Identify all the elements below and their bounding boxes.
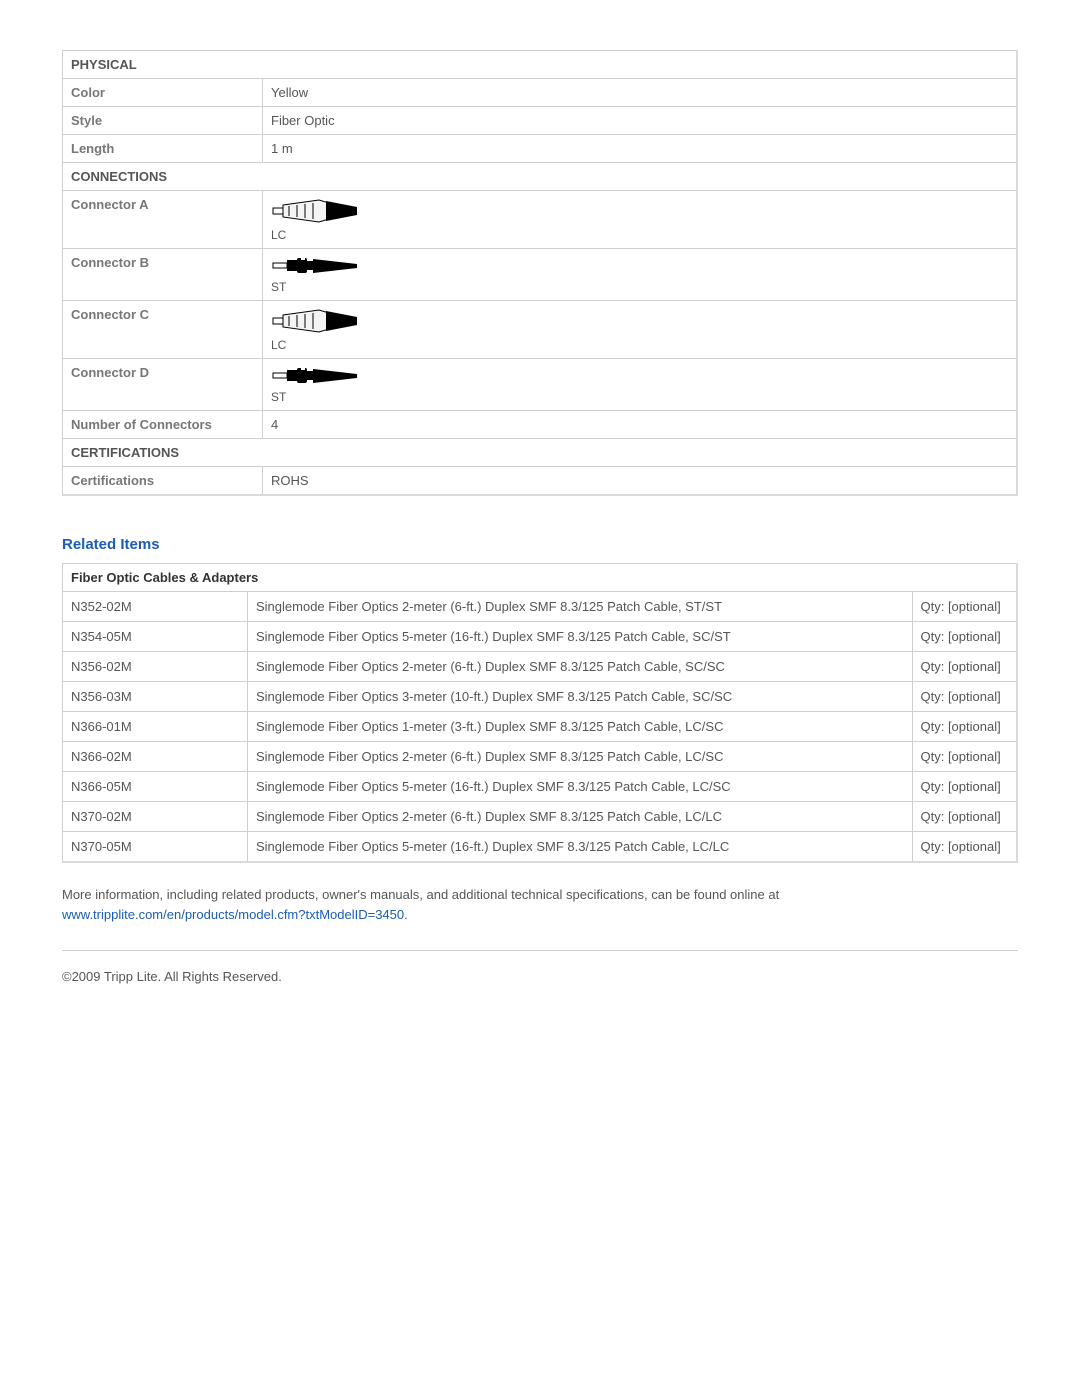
related-items-heading: Related Items	[62, 536, 1018, 553]
related-item-row: N354-05MSinglemode Fiber Optics 5-meter …	[63, 622, 1018, 652]
related-item-desc: Singlemode Fiber Optics 5-meter (16-ft.)…	[248, 622, 913, 652]
lc-connector-icon	[271, 307, 361, 335]
related-item-qty: Qty: [optional]	[912, 832, 1017, 863]
related-section-header: Fiber Optic Cables & Adapters	[63, 564, 1018, 592]
more-info-link[interactable]: www.tripplite.com/en/products/model.cfm?…	[62, 907, 404, 922]
lc-connector-icon	[271, 197, 361, 225]
related-item-qty: Qty: [optional]	[912, 682, 1017, 712]
spec-row: Number of Connectors 4	[63, 411, 1018, 439]
spec-label: Connector C	[63, 301, 263, 359]
related-item-sku: N370-05M	[63, 832, 248, 863]
related-item-sku: N356-02M	[63, 652, 248, 682]
connector-cell: ST	[263, 249, 1018, 301]
connector-cell: LC	[263, 191, 1018, 249]
related-item-sku: N370-02M	[63, 802, 248, 832]
connector-type-label: ST	[271, 390, 286, 404]
spec-value: ROHS	[263, 467, 1018, 496]
spec-label: Length	[63, 135, 263, 163]
spec-row: Connector B ST	[63, 249, 1018, 301]
related-item-desc: Singlemode Fiber Optics 1-meter (3-ft.) …	[248, 712, 913, 742]
connector-type-label: LC	[271, 338, 286, 352]
related-item-desc: Singlemode Fiber Optics 3-meter (10-ft.)…	[248, 682, 913, 712]
related-item-desc: Singlemode Fiber Optics 2-meter (6-ft.) …	[248, 802, 913, 832]
related-item-desc: Singlemode Fiber Optics 5-meter (16-ft.)…	[248, 772, 913, 802]
related-item-qty: Qty: [optional]	[912, 712, 1017, 742]
related-item-desc: Singlemode Fiber Optics 2-meter (6-ft.) …	[248, 742, 913, 772]
spec-row: Connector A LC	[63, 191, 1018, 249]
section-header-certifications: CERTIFICATIONS	[63, 439, 1018, 467]
spec-value: 1 m	[263, 135, 1018, 163]
spec-value: 4	[263, 411, 1018, 439]
spec-label: Connector D	[63, 359, 263, 411]
related-item-sku: N366-01M	[63, 712, 248, 742]
spec-row: Connector C LC	[63, 301, 1018, 359]
footer-divider	[62, 950, 1018, 951]
related-items-table: Fiber Optic Cables & Adapters N352-02MSi…	[62, 563, 1018, 863]
spec-row: Color Yellow	[63, 79, 1018, 107]
st-connector-icon	[271, 365, 361, 387]
more-info-prefix: More information, including related prod…	[62, 887, 779, 902]
spec-value: Yellow	[263, 79, 1018, 107]
section-header-physical: PHYSICAL	[63, 51, 1018, 79]
more-info-suffix: .	[404, 907, 408, 922]
related-item-qty: Qty: [optional]	[912, 622, 1017, 652]
connector-cell: LC	[263, 301, 1018, 359]
spec-label: Color	[63, 79, 263, 107]
related-item-row: N370-02MSinglemode Fiber Optics 2-meter …	[63, 802, 1018, 832]
related-item-qty: Qty: [optional]	[912, 802, 1017, 832]
related-item-desc: Singlemode Fiber Optics 2-meter (6-ft.) …	[248, 652, 913, 682]
st-connector-icon	[271, 255, 361, 277]
connector-type-label: ST	[271, 280, 286, 294]
related-item-row: N366-02MSinglemode Fiber Optics 2-meter …	[63, 742, 1018, 772]
related-item-row: N352-02MSinglemode Fiber Optics 2-meter …	[63, 592, 1018, 622]
related-item-qty: Qty: [optional]	[912, 742, 1017, 772]
spec-label: Connector A	[63, 191, 263, 249]
related-item-row: N370-05MSinglemode Fiber Optics 5-meter …	[63, 832, 1018, 863]
connector-cell: ST	[263, 359, 1018, 411]
related-item-sku: N354-05M	[63, 622, 248, 652]
spec-row: Connector D ST	[63, 359, 1018, 411]
related-item-qty: Qty: [optional]	[912, 592, 1017, 622]
spec-value: Fiber Optic	[263, 107, 1018, 135]
related-item-sku: N366-02M	[63, 742, 248, 772]
related-item-qty: Qty: [optional]	[912, 652, 1017, 682]
related-item-qty: Qty: [optional]	[912, 772, 1017, 802]
related-item-row: N356-03MSinglemode Fiber Optics 3-meter …	[63, 682, 1018, 712]
spec-label: Number of Connectors	[63, 411, 263, 439]
spec-row: Certifications ROHS	[63, 467, 1018, 496]
related-item-sku: N366-05M	[63, 772, 248, 802]
related-item-desc: Singlemode Fiber Optics 5-meter (16-ft.)…	[248, 832, 913, 863]
related-item-row: N356-02MSinglemode Fiber Optics 2-meter …	[63, 652, 1018, 682]
related-item-sku: N352-02M	[63, 592, 248, 622]
specs-table: PHYSICAL Color Yellow Style Fiber Optic …	[62, 50, 1018, 496]
more-info-text: More information, including related prod…	[62, 885, 1018, 924]
connector-type-label: LC	[271, 228, 286, 242]
related-item-desc: Singlemode Fiber Optics 2-meter (6-ft.) …	[248, 592, 913, 622]
spec-label: Style	[63, 107, 263, 135]
spec-label: Certifications	[63, 467, 263, 496]
related-item-row: N366-01MSinglemode Fiber Optics 1-meter …	[63, 712, 1018, 742]
copyright-text: ©2009 Tripp Lite. All Rights Reserved.	[62, 969, 1018, 984]
spec-row: Length 1 m	[63, 135, 1018, 163]
related-item-sku: N356-03M	[63, 682, 248, 712]
related-item-row: N366-05MSinglemode Fiber Optics 5-meter …	[63, 772, 1018, 802]
spec-label: Connector B	[63, 249, 263, 301]
spec-row: Style Fiber Optic	[63, 107, 1018, 135]
section-header-connections: CONNECTIONS	[63, 163, 1018, 191]
